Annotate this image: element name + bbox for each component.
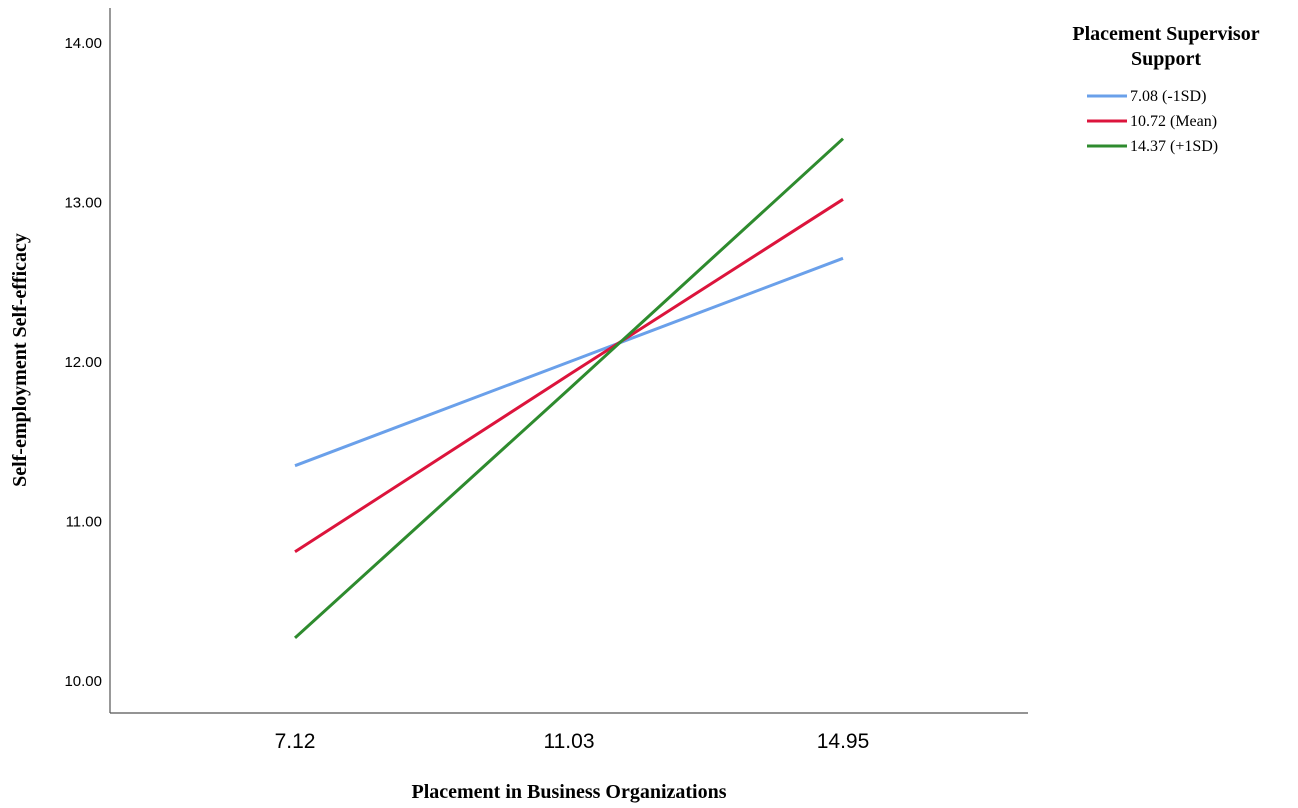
- legend-items: 7.08 (-1SD) 10.72 (Mean) 14.37 (+1SD): [1087, 88, 1218, 155]
- y-tick-label: 10.00: [64, 673, 102, 690]
- series-line-2: [293, 137, 845, 640]
- series-line-0: [294, 256, 844, 468]
- legend-label: 14.37 (+1SD): [1130, 138, 1218, 155]
- legend-label: 10.72 (Mean): [1130, 113, 1217, 130]
- y-tick-label: 12.00: [64, 354, 102, 371]
- y-tick-labels: 10.00 11.00 12.00 13.00 14.00: [64, 35, 102, 690]
- legend-title-line-1: Placement Supervisor: [1072, 23, 1259, 45]
- y-tick-label: 11.00: [66, 514, 102, 531]
- legend: Placement Supervisor Support 7.08 (-1SD)…: [1072, 23, 1259, 155]
- series-line-1: [294, 198, 844, 554]
- x-tick-label: 7.12: [275, 730, 316, 753]
- y-tick-label: 13.00: [64, 195, 102, 212]
- y-axis-title: Self-employment Self-efficacy: [9, 233, 31, 487]
- x-tick-label: 14.95: [817, 730, 870, 753]
- series-lines: [293, 137, 845, 640]
- legend-title-line-2: Support: [1131, 48, 1201, 70]
- x-axis-title: Placement in Business Organizations: [411, 781, 726, 803]
- y-tick-label: 14.00: [64, 35, 102, 52]
- legend-label: 7.08 (-1SD): [1130, 88, 1206, 105]
- x-tick-labels: 7.12 11.03 14.95: [275, 730, 870, 753]
- x-tick-label: 11.03: [544, 730, 595, 753]
